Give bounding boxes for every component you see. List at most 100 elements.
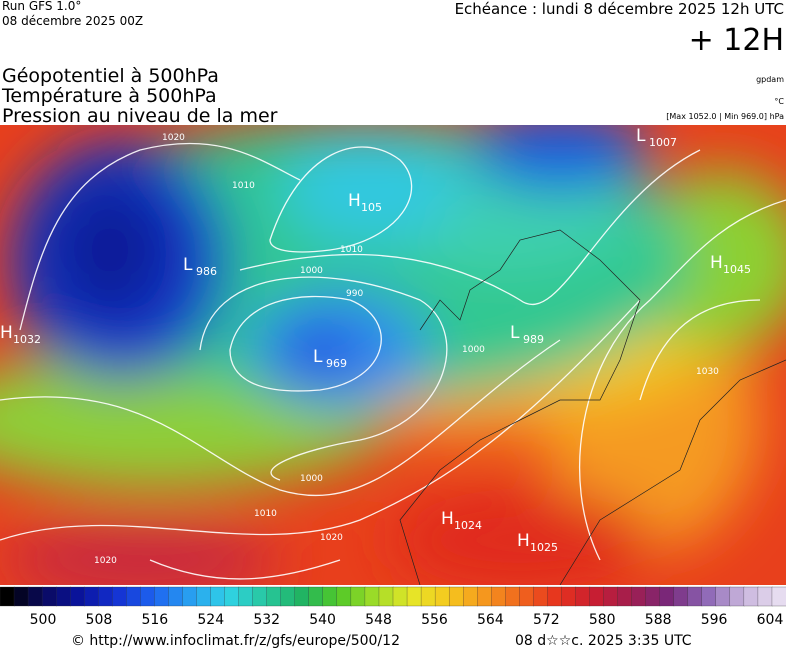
colorbar-cell (463, 586, 478, 607)
colorbar-cell (70, 586, 85, 607)
colorbar-cell (238, 586, 254, 607)
colorbar-cell (729, 586, 745, 607)
unit: gpdam (756, 75, 784, 84)
colorbar-cell (743, 586, 759, 607)
isobar-label: 1010 (340, 245, 363, 255)
colorbar-label: 532 (253, 612, 280, 628)
colorbar-cell (392, 586, 408, 607)
colorbar: 500 508 516 524 532 540 548 556 564 572 580 588 596 6… (0, 586, 786, 628)
isobar-label: 990 (346, 289, 363, 299)
isobar-label: 1000 (462, 345, 485, 355)
colorbar-cell (406, 586, 422, 607)
center-value: 1025 (530, 541, 558, 554)
step: + 12H (689, 23, 784, 58)
colorbar-cell (715, 586, 731, 607)
field: Géopotentiel à 500hPa (2, 65, 219, 87)
colorbar-label: 580 (589, 612, 616, 628)
center-type: H (710, 253, 723, 273)
run-label: Run GFS 1.0° (2, 0, 81, 13)
colorbar-label: 508 (86, 612, 113, 628)
colorbar-cell (491, 586, 506, 607)
footer-time: 08 d☆☆c. 2025 3:35 UTC (515, 633, 692, 648)
center-value: 989 (523, 333, 544, 346)
colorbar-cell (196, 586, 212, 607)
center-type: H (441, 509, 454, 529)
isobar-label: 1010 (232, 181, 255, 191)
colorbar-cell (308, 586, 324, 607)
colorbar-cell (182, 586, 198, 607)
colorbar-cell (154, 586, 170, 607)
center-type: L (313, 347, 323, 367)
colorbar-cell (27, 586, 43, 607)
colorbar-cell (224, 586, 240, 607)
isobar-label: 1000 (300, 474, 323, 484)
colorbar-label: 588 (645, 612, 672, 628)
field: Pression au niveau de la mer (2, 105, 278, 127)
colorbar-label: 572 (533, 612, 560, 628)
unit: °C (774, 97, 784, 106)
colorbar-cell (350, 586, 366, 607)
center-type: L (183, 255, 193, 275)
isobar-label: 1020 (162, 133, 185, 143)
colorbar-cell (210, 586, 226, 607)
colorbar-label: 548 (365, 612, 392, 628)
footer-url: © http://www.infoclimat.fr/z/gfs/europe/… (71, 633, 400, 648)
colorbar-label: 540 (309, 612, 336, 628)
center-type: H (517, 531, 530, 551)
forecast: Echéance : lundi 8 décembre 2025 12h UTC (455, 0, 784, 18)
colorbar-cell (140, 586, 156, 607)
colorbar-label: 564 (477, 612, 504, 628)
colorbar-cell (266, 586, 282, 607)
colorbar-cell (505, 586, 520, 607)
colorbar-cell (168, 586, 184, 607)
colorbar-cell (575, 586, 591, 607)
colorbar-cell (645, 586, 661, 607)
center-value: 1007 (649, 136, 677, 149)
colorbar-cell (126, 586, 142, 607)
colorbar-cell (519, 586, 535, 607)
center-type: L (636, 126, 646, 146)
isobar-label: 1000 (300, 266, 323, 276)
colorbar-label: 524 (197, 612, 224, 628)
colorbar-label: 596 (701, 612, 728, 628)
colorbar-cell (603, 586, 619, 607)
colorbar-cell (98, 586, 113, 607)
colorbar-cell (84, 586, 99, 607)
field: Température à 500hPa (1, 85, 217, 107)
colorbar-cell (252, 586, 268, 607)
colorbar-label: 604 (757, 612, 784, 628)
colorbar-cell (589, 586, 605, 607)
isobar-label: 1010 (254, 509, 277, 519)
unit: [Max 1052.0 | Min 969.0] hPa (666, 112, 784, 121)
colorbar-label: 556 (421, 612, 448, 628)
colorbar-cell (771, 586, 786, 607)
center-type: H (0, 323, 13, 343)
colorbar-cell (561, 586, 577, 607)
colorbar-cell (13, 586, 29, 607)
run-date: 08 décembre 2025 00Z (2, 14, 143, 28)
center-value: 986 (196, 265, 217, 278)
isobar-label: 1020 (94, 556, 117, 566)
map (0, 125, 786, 585)
colorbar-cell (547, 586, 563, 607)
colorbar-cell (336, 586, 352, 607)
colorbar-cell (55, 586, 71, 607)
colorbar-cell (673, 586, 689, 607)
center-type: H (348, 191, 361, 211)
center-value: 1045 (723, 263, 751, 276)
center-value: 1032 (13, 333, 41, 346)
colorbar-cell (701, 586, 717, 607)
colorbar-cell (617, 586, 633, 607)
colorbar-cell (448, 586, 464, 607)
center-value: 1024 (454, 519, 482, 532)
colorbar-cell (420, 586, 436, 607)
colorbar-cell (0, 586, 15, 607)
center-type: L (510, 323, 520, 343)
colorbar-cell (477, 586, 492, 607)
isobar-label: 1030 (696, 367, 719, 377)
colorbar-cell (378, 586, 394, 607)
colorbar-cell (322, 586, 338, 607)
colorbar-cell (757, 586, 773, 607)
colorbar-cell (364, 586, 380, 607)
